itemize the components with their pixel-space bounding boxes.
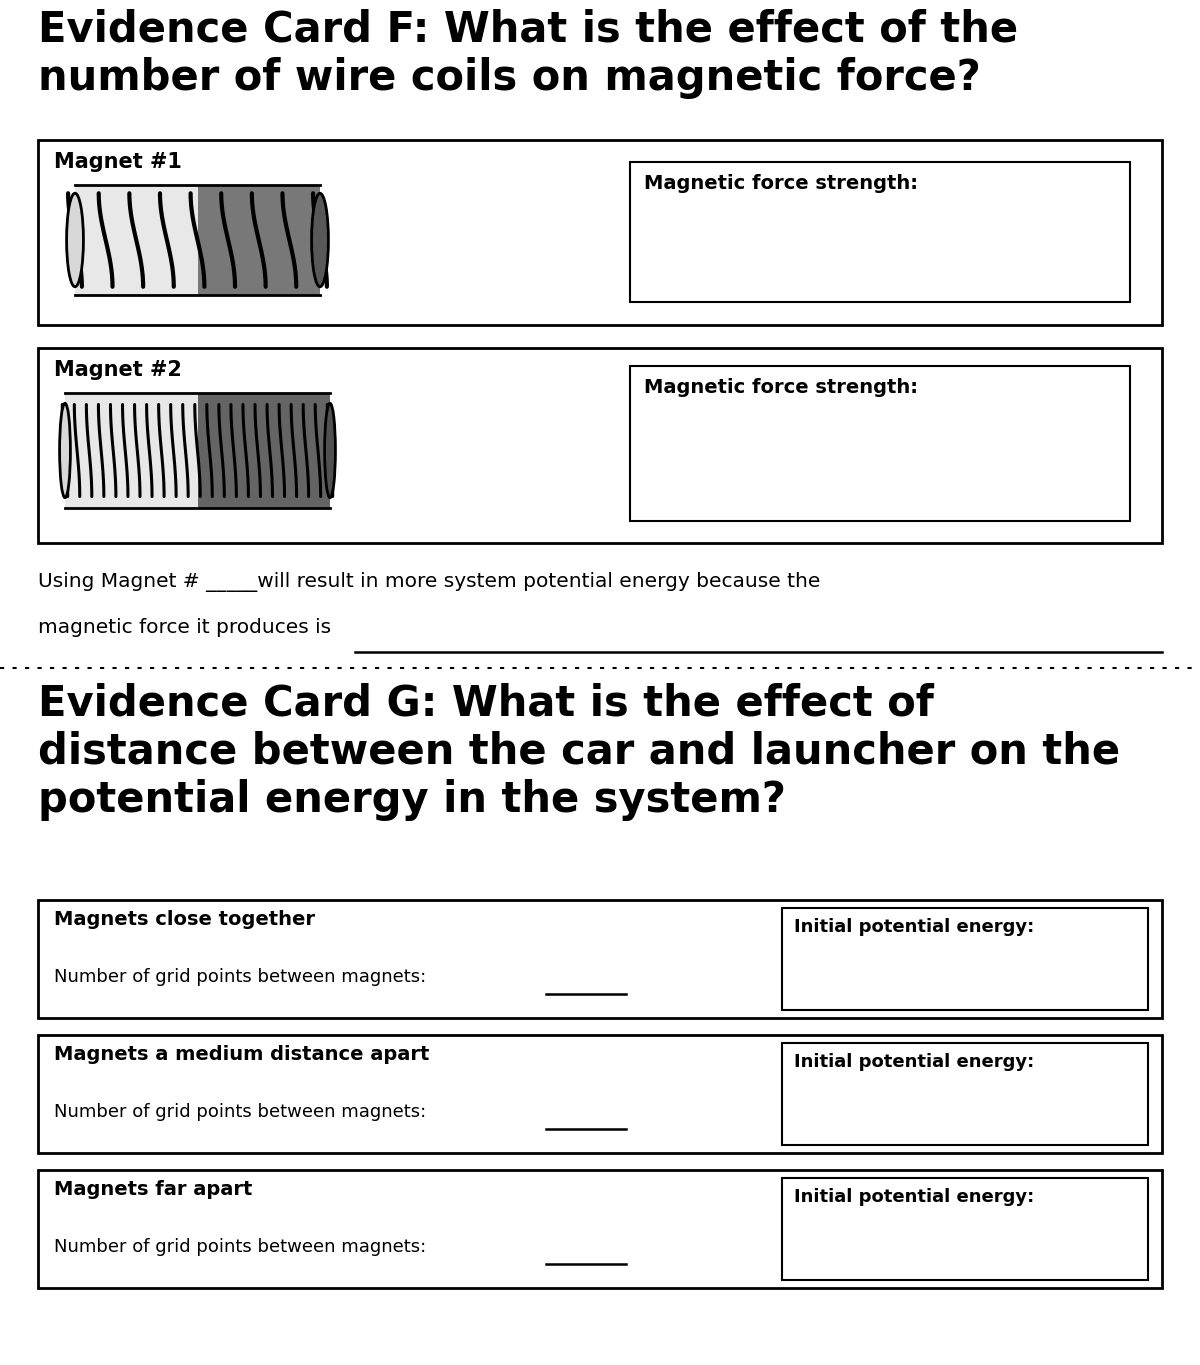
Text: Using Magnet # _____will result in more system potential energy because the: Using Magnet # _____will result in more … <box>38 572 821 592</box>
Text: Magnets a medium distance apart: Magnets a medium distance apart <box>54 1046 430 1063</box>
Text: Number of grid points between magnets:: Number of grid points between magnets: <box>54 1103 426 1121</box>
Ellipse shape <box>60 403 71 498</box>
Text: Magnets close together: Magnets close together <box>54 910 314 930</box>
Text: Initial potential energy:: Initial potential energy: <box>794 1052 1034 1072</box>
Bar <box>630 162 1130 302</box>
Ellipse shape <box>312 194 329 287</box>
Text: Initial potential energy:: Initial potential energy: <box>794 919 1034 936</box>
Bar <box>38 1035 1162 1153</box>
Bar <box>782 1178 1148 1280</box>
Bar <box>782 908 1148 1010</box>
Bar <box>38 141 1162 325</box>
Text: Evidence Card F: What is the effect of the
number of wire coils on magnetic forc: Evidence Card F: What is the effect of t… <box>38 8 1018 98</box>
Text: Initial potential energy:: Initial potential energy: <box>794 1188 1034 1207</box>
Text: Number of grid points between magnets:: Number of grid points between magnets: <box>54 968 426 986</box>
Text: Evidence Card G: What is the effect of
distance between the car and launcher on : Evidence Card G: What is the effect of d… <box>38 682 1120 822</box>
Bar <box>38 900 1162 1018</box>
Ellipse shape <box>324 403 336 498</box>
Text: Magnetic force strength:: Magnetic force strength: <box>644 173 918 192</box>
Bar <box>198 393 330 508</box>
Text: Magnetic force strength:: Magnetic force strength: <box>644 378 918 397</box>
Ellipse shape <box>66 194 84 287</box>
Bar <box>782 1043 1148 1145</box>
Text: Number of grid points between magnets:: Number of grid points between magnets: <box>54 1238 426 1256</box>
Text: magnetic force it produces is: magnetic force it produces is <box>38 618 331 637</box>
Bar <box>630 366 1130 521</box>
Bar <box>74 186 198 295</box>
Text: Magnet #1: Magnet #1 <box>54 152 182 172</box>
Text: Magnet #2: Magnet #2 <box>54 360 182 379</box>
Text: Magnets far apart: Magnets far apart <box>54 1179 252 1198</box>
Bar <box>38 1170 1162 1289</box>
Bar <box>198 186 320 295</box>
Bar <box>65 393 198 508</box>
Bar <box>38 348 1162 543</box>
